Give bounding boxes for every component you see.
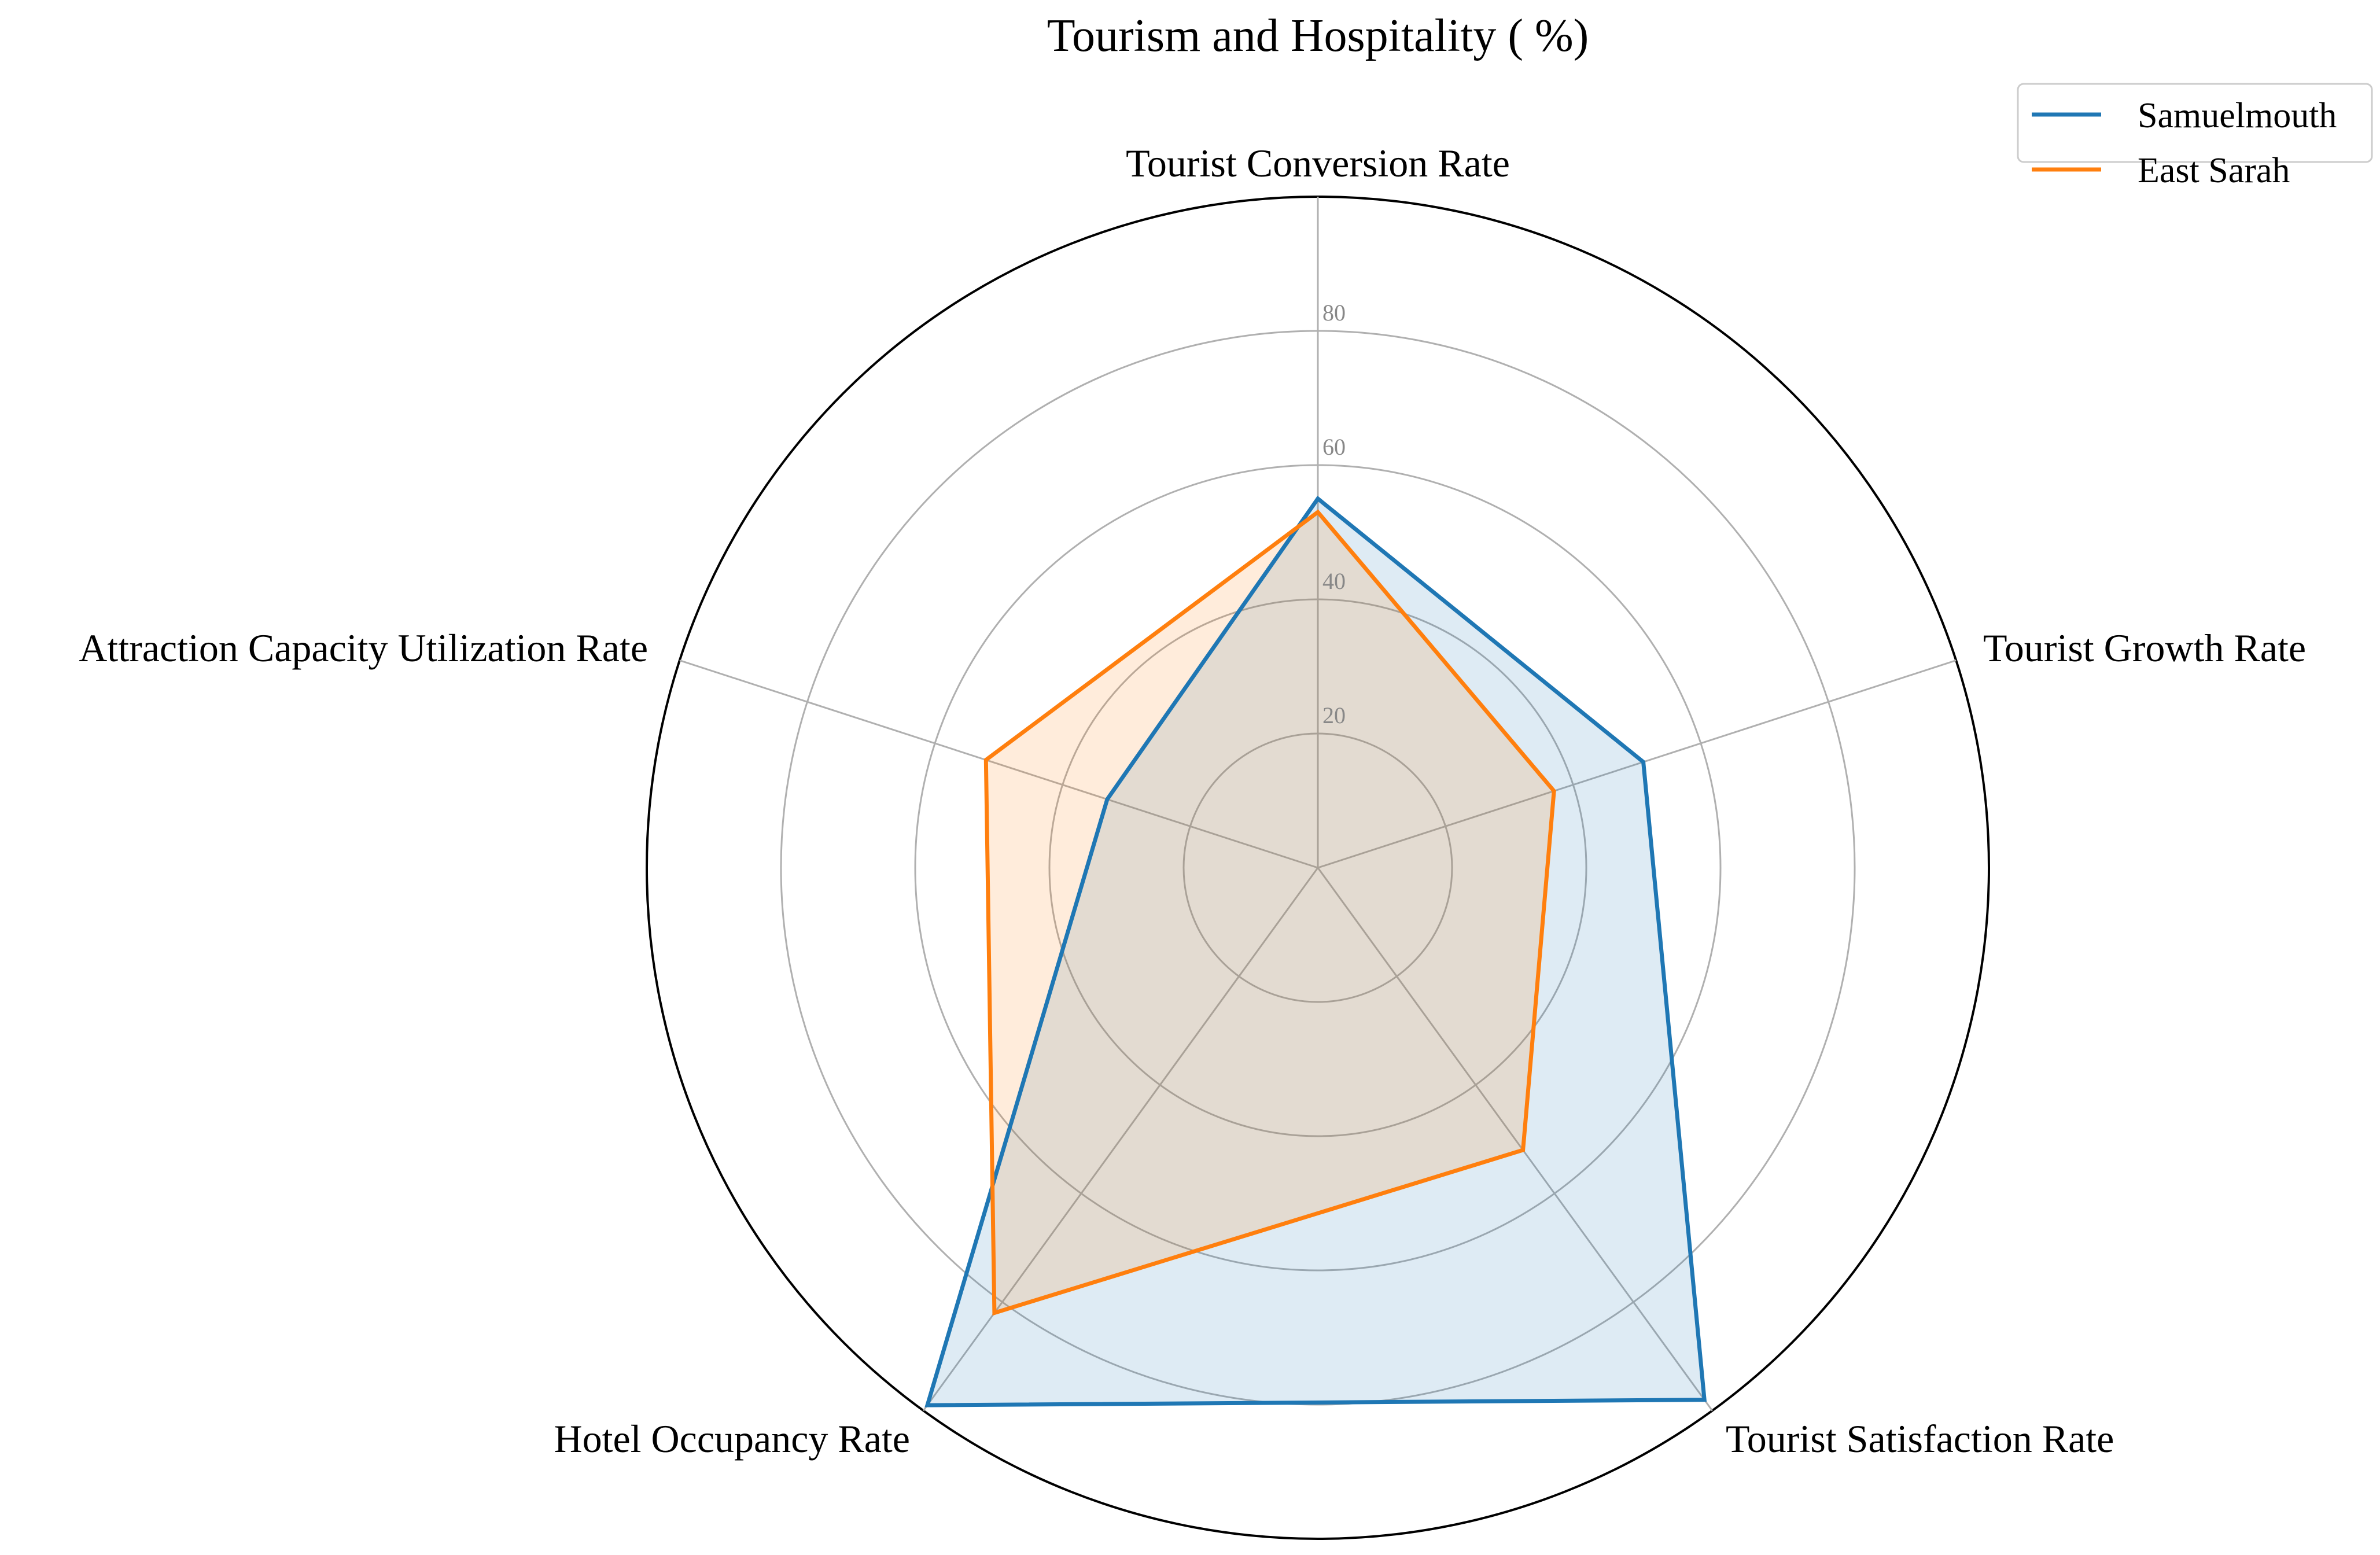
radar-series-group (924, 495, 1707, 1407)
legend-label: Samuelmouth (2138, 96, 2337, 135)
axis-label: Tourist Conversion Rate (1126, 141, 1510, 185)
axis-label: Attraction Capacity Utilization Rate (79, 626, 648, 670)
series-area (927, 499, 1705, 1406)
axis-label: Tourist Growth Rate (1983, 626, 2306, 670)
spoke-line (679, 659, 1318, 869)
series-line (924, 495, 1707, 1407)
spoke-line (1317, 867, 1714, 1412)
legend-box (2017, 83, 2373, 163)
series-line (983, 509, 1556, 1316)
radial-tick-label: 20 (1322, 702, 1346, 728)
legend-label: East Sarah (2138, 151, 2290, 190)
radar-spokes (679, 197, 1957, 1412)
spoke-line (922, 867, 1319, 1412)
spoke-line (1317, 659, 1957, 869)
radar-tick-labels: 20 40 60 80 (1322, 300, 1346, 728)
radial-tick-label: 40 (1322, 568, 1346, 594)
radial-tick-label: 80 (1322, 300, 1346, 326)
axis-label: Hotel Occupancy Rate (554, 1417, 910, 1461)
axis-label: Tourist Satisfaction Rate (1726, 1417, 2114, 1461)
radar-axis-labels: Tourist Conversion Rate Tourist Growth Ra… (79, 141, 2306, 1461)
chart-legend: Samuelmouth East Sarah (2017, 83, 2373, 190)
series-area (986, 512, 1554, 1313)
chart-title: Tourism and Hospitality ( %) (1047, 10, 1589, 61)
radial-tick-label: 60 (1322, 434, 1346, 460)
